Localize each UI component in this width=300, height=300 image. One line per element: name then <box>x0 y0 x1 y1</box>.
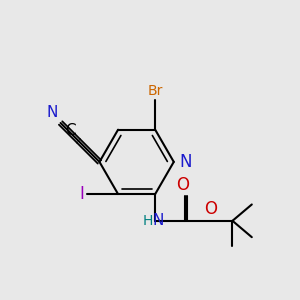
Text: N: N <box>153 213 164 228</box>
Text: O: O <box>176 176 189 194</box>
Text: I: I <box>80 185 85 203</box>
Text: H: H <box>142 214 153 228</box>
Text: N: N <box>47 105 58 120</box>
Text: N: N <box>179 153 192 171</box>
Text: Br: Br <box>148 84 163 98</box>
Text: O: O <box>204 200 217 218</box>
Text: C: C <box>65 124 76 139</box>
